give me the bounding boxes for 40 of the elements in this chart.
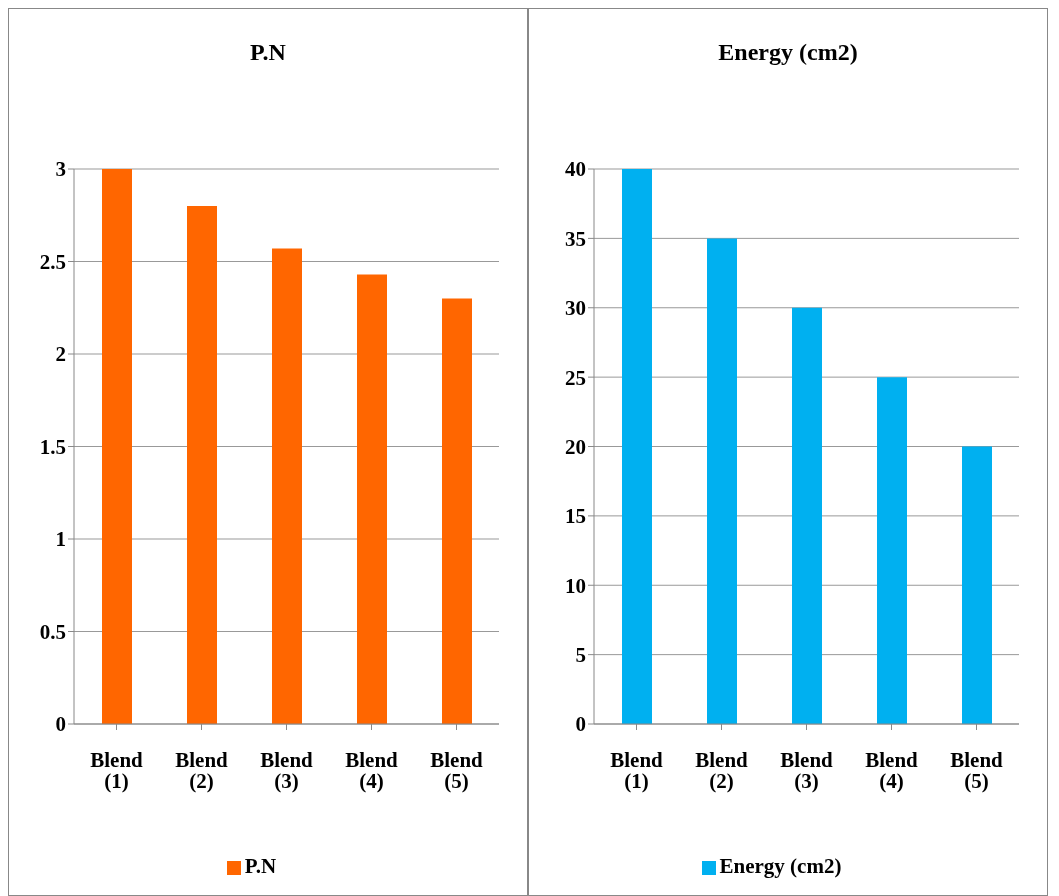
bar xyxy=(442,298,472,724)
y-tick-label: 0 xyxy=(575,712,586,737)
legend-label: P.N xyxy=(244,854,277,878)
x-tick-label: Blend (2) xyxy=(695,747,749,793)
y-tick-label: 1 xyxy=(55,527,66,552)
x-tick-label: Blend (3) xyxy=(780,747,834,793)
bar xyxy=(707,238,737,724)
bar xyxy=(102,169,132,724)
bar xyxy=(187,206,217,724)
y-tick-label: 40 xyxy=(565,157,586,182)
y-tick-label: 5 xyxy=(575,643,586,668)
x-tick-label: Blend (5) xyxy=(950,747,1004,793)
y-tick-label: 3 xyxy=(55,157,66,182)
bar xyxy=(962,446,992,724)
chart-title: P.N xyxy=(249,39,287,67)
y-tick-label: 0 xyxy=(55,712,66,737)
bar xyxy=(877,377,907,724)
y-tick-label: 35 xyxy=(565,226,586,251)
x-tick-label: Blend (1) xyxy=(90,747,144,793)
x-tick-label: Blend (5) xyxy=(430,747,484,793)
y-tick-label: 20 xyxy=(565,434,586,459)
bar xyxy=(622,169,652,724)
y-tick-label: 10 xyxy=(565,573,586,598)
x-tick-label: Blend (3) xyxy=(260,747,314,793)
x-tick-label: Blend (4) xyxy=(345,747,399,793)
y-tick-label: 30 xyxy=(565,296,586,321)
bar xyxy=(792,307,822,724)
x-tick-label: Blend (1) xyxy=(610,747,664,793)
bar xyxy=(272,248,302,724)
legend-label: Energy (cm2) xyxy=(719,854,842,878)
y-tick-label: 15 xyxy=(565,504,586,529)
x-tick-label: Blend (4) xyxy=(865,747,919,793)
y-tick-label: 25 xyxy=(565,365,586,390)
x-tick-label: Blend (2) xyxy=(175,747,229,793)
y-tick-label: 2 xyxy=(55,342,66,367)
bar xyxy=(357,274,387,724)
y-tick-label: 1.5 xyxy=(39,434,66,459)
chart-title: Energy (cm2) xyxy=(717,39,859,67)
y-tick-label: 0.5 xyxy=(39,619,66,644)
y-tick-label: 2.5 xyxy=(39,249,66,274)
